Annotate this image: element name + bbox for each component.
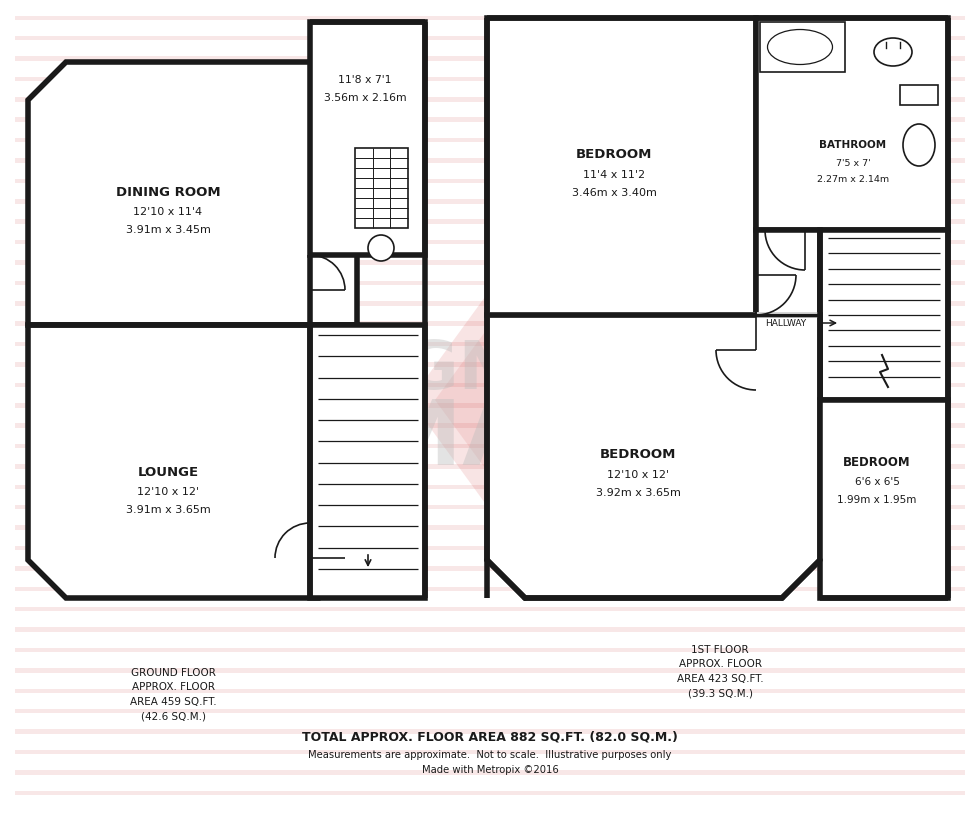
Text: DINING ROOM: DINING ROOM: [116, 186, 220, 199]
Bar: [15, 668, 965, 672]
Circle shape: [368, 235, 394, 261]
Text: 3.91m x 3.45m: 3.91m x 3.45m: [125, 225, 211, 235]
Text: BEDROOM: BEDROOM: [600, 448, 676, 461]
Bar: [15, 566, 965, 570]
Bar: [310, 325, 425, 598]
Text: 2.27m x 2.14m: 2.27m x 2.14m: [817, 174, 889, 183]
Bar: [15, 260, 965, 265]
Text: 3.46m x 3.40m: 3.46m x 3.40m: [571, 188, 657, 198]
Bar: [15, 424, 965, 428]
Polygon shape: [28, 62, 357, 325]
Bar: [15, 505, 965, 509]
Text: 11'8 x 7'1: 11'8 x 7'1: [338, 75, 392, 85]
Polygon shape: [435, 325, 545, 475]
Bar: [15, 465, 965, 469]
Bar: [15, 117, 965, 122]
Bar: [15, 546, 965, 550]
Bar: [820, 230, 948, 400]
Bar: [15, 36, 965, 41]
Bar: [15, 97, 965, 102]
Bar: [15, 178, 965, 183]
Bar: [15, 199, 965, 204]
Text: Measurements are approximate.  Not to scale.  Illustrative purposes only: Measurements are approximate. Not to sca…: [309, 750, 671, 760]
Bar: [756, 230, 820, 400]
Text: TOTAL APPROX. FLOOR AREA 882 SQ.FT. (82.0 SQ.M.): TOTAL APPROX. FLOOR AREA 882 SQ.FT. (82.…: [302, 730, 678, 743]
Text: BEDROOM: BEDROOM: [576, 148, 652, 161]
Text: 11'4 x 11'2: 11'4 x 11'2: [583, 170, 645, 180]
Text: 12'10 x 11'4: 12'10 x 11'4: [133, 207, 203, 217]
Text: 12'10 x 12': 12'10 x 12': [137, 487, 199, 497]
Bar: [15, 729, 965, 734]
Polygon shape: [410, 290, 570, 510]
Text: 7'5 x 7': 7'5 x 7': [836, 158, 870, 168]
Bar: [760, 22, 845, 72]
Text: HALLMAI: HALLMAI: [113, 396, 566, 484]
Bar: [15, 138, 965, 143]
Bar: [15, 628, 965, 632]
Ellipse shape: [767, 29, 832, 64]
Text: LOUNGE: LOUNGE: [137, 465, 199, 478]
Text: Made with Metropix ©2016: Made with Metropix ©2016: [421, 765, 559, 775]
Bar: [15, 709, 965, 713]
Bar: [15, 444, 965, 448]
Text: HALLWAY: HALLWAY: [765, 319, 807, 328]
Bar: [15, 770, 965, 774]
Bar: [487, 18, 756, 315]
Text: 12'10 x 12': 12'10 x 12': [607, 470, 669, 480]
Bar: [15, 526, 965, 530]
Bar: [355, 148, 408, 228]
Bar: [15, 15, 965, 20]
Text: BEDROOM: BEDROOM: [843, 456, 910, 469]
Polygon shape: [487, 315, 820, 598]
Bar: [820, 400, 948, 598]
Bar: [310, 22, 425, 255]
Bar: [15, 240, 965, 244]
Text: GASCOIGNE: GASCOIGNE: [120, 337, 561, 403]
Bar: [15, 587, 965, 591]
Bar: [15, 341, 965, 346]
Polygon shape: [28, 325, 357, 598]
Bar: [756, 18, 948, 230]
Text: 1ST FLOOR
APPROX. FLOOR
AREA 423 SQ.FT.
(39.3 SQ.M.): 1ST FLOOR APPROX. FLOOR AREA 423 SQ.FT. …: [676, 645, 763, 698]
Bar: [900, 85, 938, 105]
Bar: [15, 56, 965, 61]
Bar: [15, 362, 965, 367]
Bar: [15, 280, 965, 285]
Bar: [15, 77, 965, 82]
Text: 6'6 x 6'5: 6'6 x 6'5: [855, 477, 900, 487]
Bar: [15, 750, 965, 754]
Bar: [15, 219, 965, 224]
Bar: [15, 158, 965, 163]
Bar: [15, 382, 965, 387]
Text: GROUND FLOOR
APPROX. FLOOR
AREA 459 SQ.FT.
(42.6 SQ.M.): GROUND FLOOR APPROX. FLOOR AREA 459 SQ.F…: [129, 668, 217, 721]
Text: BATHROOM: BATHROOM: [819, 140, 887, 150]
Text: 3.92m x 3.65m: 3.92m x 3.65m: [596, 488, 680, 498]
Bar: [15, 791, 965, 795]
Text: 3.56m x 2.16m: 3.56m x 2.16m: [323, 93, 407, 103]
Text: 1.99m x 1.95m: 1.99m x 1.95m: [837, 495, 916, 505]
Ellipse shape: [903, 124, 935, 166]
Bar: [15, 403, 965, 408]
Bar: [15, 648, 965, 652]
Text: 3.91m x 3.65m: 3.91m x 3.65m: [125, 505, 211, 515]
Bar: [15, 485, 965, 489]
Bar: [15, 301, 965, 306]
Bar: [15, 607, 965, 611]
Bar: [15, 321, 965, 326]
Bar: [15, 689, 965, 693]
Ellipse shape: [874, 38, 912, 66]
